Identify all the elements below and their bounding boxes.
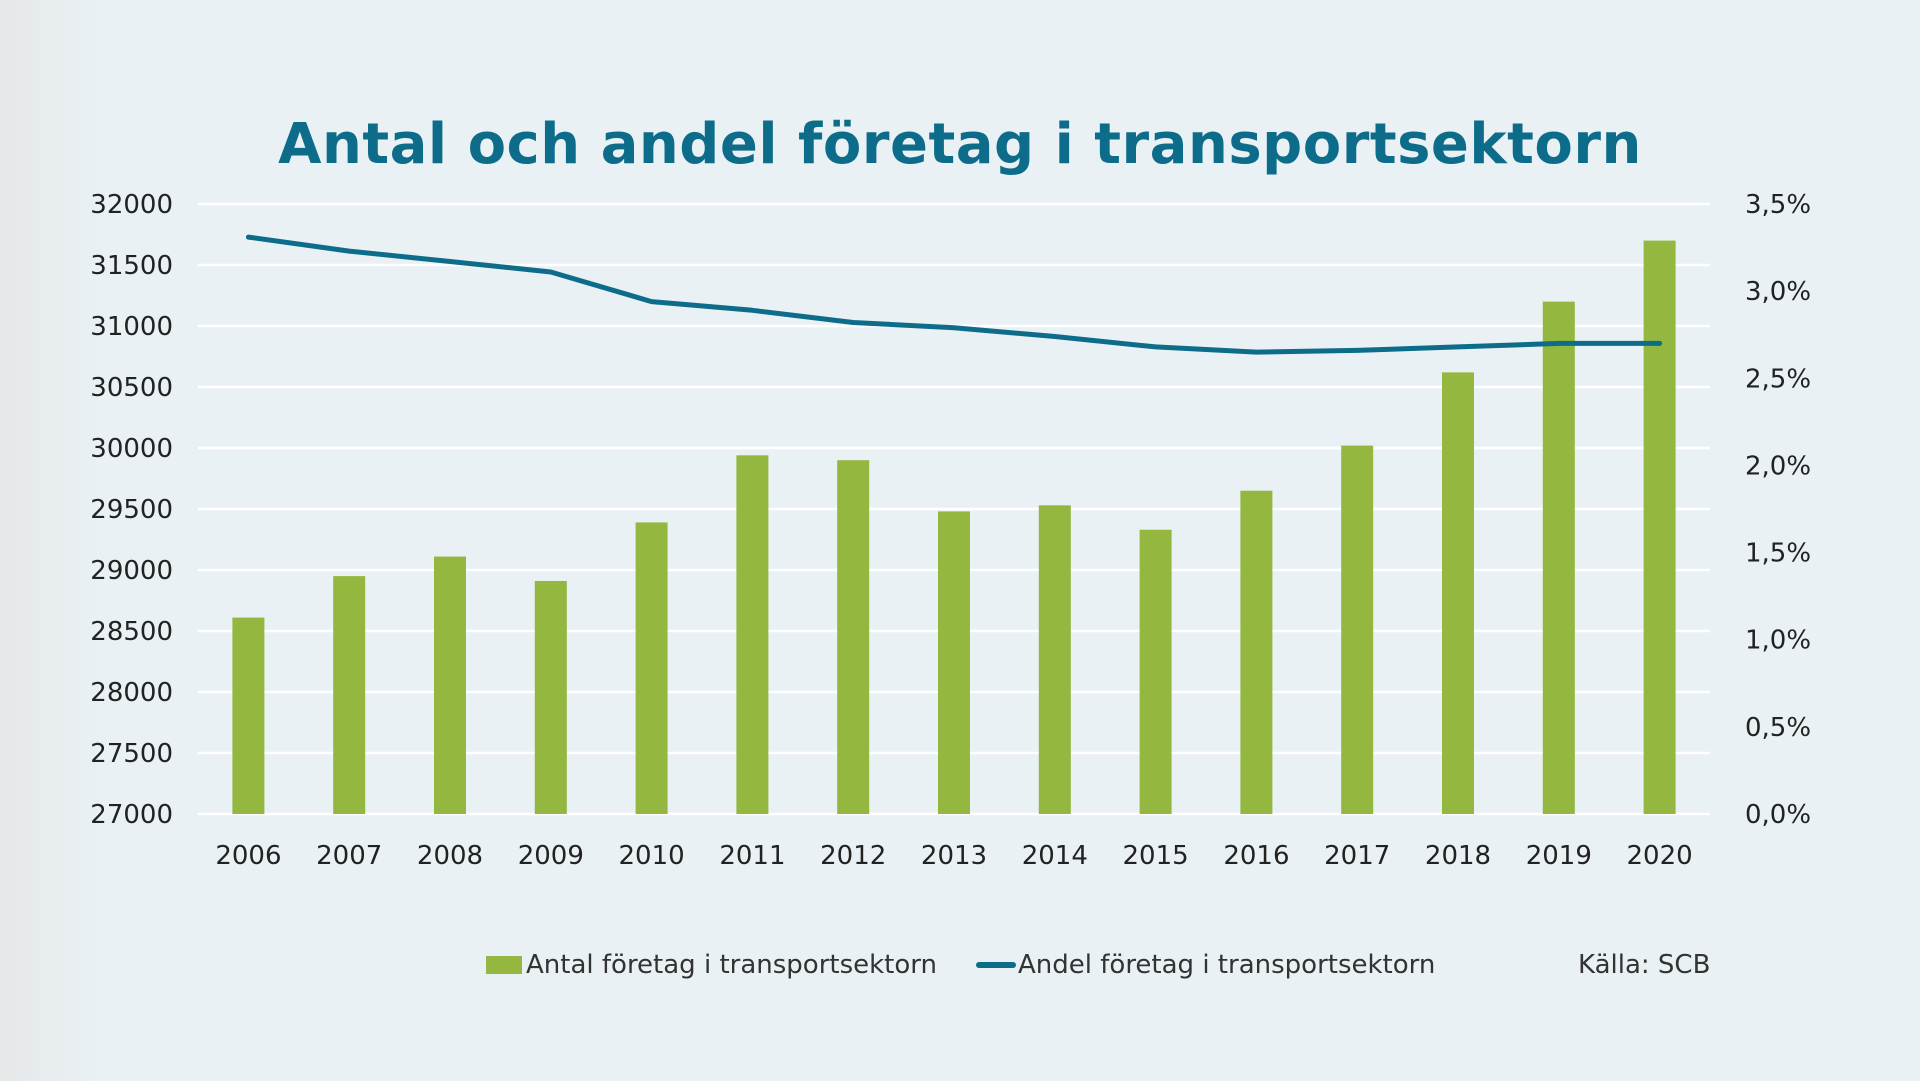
y-left-tick-label: 27500 xyxy=(90,739,173,769)
y-right-tick-label: 1,0% xyxy=(1745,626,1811,656)
legend-bar-swatch xyxy=(486,956,522,974)
x-tick-label: 2019 xyxy=(1526,841,1592,871)
x-tick-label: 2012 xyxy=(820,841,886,871)
x-tick-label: 2014 xyxy=(1022,841,1088,871)
y-right-tick-label: 0,5% xyxy=(1745,713,1811,743)
y-left-tick-label: 31500 xyxy=(90,251,173,281)
y-left-tick-label: 32000 xyxy=(90,190,173,220)
y-left-tick-label: 30500 xyxy=(90,373,173,403)
x-tick-label: 2013 xyxy=(921,841,987,871)
x-tick-label: 2017 xyxy=(1324,841,1390,871)
chart-title: Antal och andel företag i transportsekto… xyxy=(278,112,1642,177)
bar xyxy=(1240,490,1273,814)
bar xyxy=(1643,240,1676,815)
bar xyxy=(938,511,970,814)
y-left-tick-label: 27000 xyxy=(90,800,173,830)
legend: Antal företag i transportsektorn Andel f… xyxy=(0,950,1920,990)
y-left-tick-label: 28500 xyxy=(90,617,173,647)
y-right-tick-label: 1,5% xyxy=(1745,539,1811,569)
x-tick-label: 2007 xyxy=(316,841,382,871)
bar xyxy=(837,460,870,814)
y-left-tick-label: 31000 xyxy=(90,312,173,342)
y-right-tick-label: 3,0% xyxy=(1745,277,1811,307)
bar xyxy=(1341,445,1374,814)
y-left-tick-label: 28000 xyxy=(90,678,173,708)
bar xyxy=(333,576,366,814)
bar xyxy=(736,455,769,814)
legend-item-line: Andel företag i transportsektorn xyxy=(976,950,1435,980)
legend-item-bars: Antal företag i transportsektorn xyxy=(486,950,937,980)
y-right-tick-label: 0,0% xyxy=(1745,800,1811,830)
bar xyxy=(1442,372,1474,814)
bar xyxy=(434,556,466,814)
y-right-tick-label: 2,0% xyxy=(1745,451,1811,481)
legend-label-line: Andel företag i transportsektorn xyxy=(1018,950,1436,980)
source-note: Källa: SCB xyxy=(1578,950,1711,980)
y-right-tick-label: 2,5% xyxy=(1745,364,1811,394)
legend-line-swatch xyxy=(976,962,1016,968)
y-left-tick-label: 29500 xyxy=(90,495,173,525)
y-right-tick-label: 3,5% xyxy=(1745,190,1811,220)
x-tick-label: 2008 xyxy=(417,841,483,871)
x-tick-label: 2011 xyxy=(719,841,785,871)
x-tick-label: 2015 xyxy=(1123,841,1189,871)
bar xyxy=(1542,301,1575,815)
line-series xyxy=(245,234,1663,355)
bar xyxy=(534,580,567,814)
x-tick-label: 2018 xyxy=(1425,841,1491,871)
bar xyxy=(1139,529,1172,814)
x-tick-label: 2009 xyxy=(518,841,584,871)
x-tick-label: 2010 xyxy=(619,841,685,871)
legend-label-bars: Antal företag i transportsektorn xyxy=(526,950,937,980)
y-left-tick-label: 29000 xyxy=(90,556,173,586)
x-tick-label: 2016 xyxy=(1223,841,1289,871)
x-tick-label: 2006 xyxy=(215,841,281,871)
y-left-tick-label: 30000 xyxy=(90,434,173,464)
bar xyxy=(1038,505,1071,814)
bar xyxy=(635,522,668,814)
bar xyxy=(232,617,265,814)
x-tick-label: 2020 xyxy=(1627,841,1693,871)
